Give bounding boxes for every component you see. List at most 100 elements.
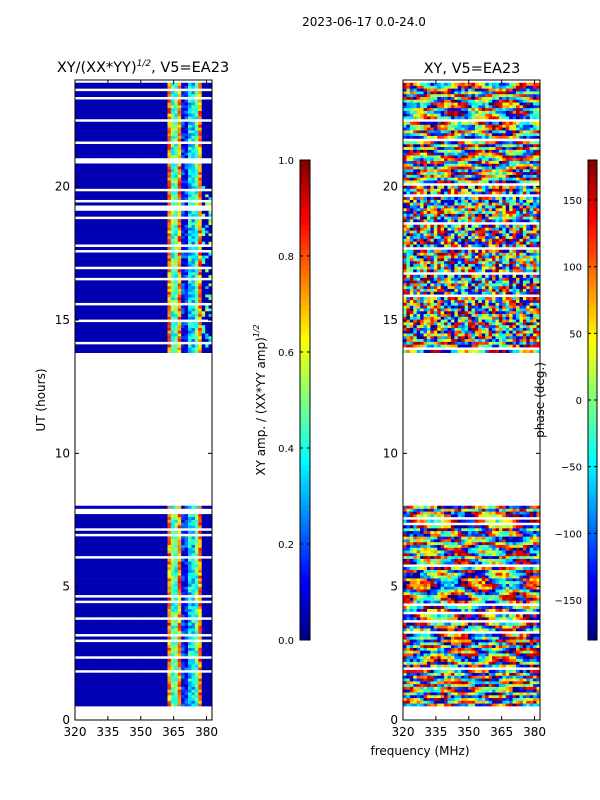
amp-heatmap-cell bbox=[116, 263, 120, 267]
amp-heatmap-cell bbox=[198, 611, 203, 615]
amp-heatmap-cell bbox=[177, 174, 182, 178]
amp-heatmap-cell bbox=[105, 213, 110, 217]
amp-heatmap-cell bbox=[143, 221, 148, 225]
amp-heatmap-cell bbox=[157, 694, 162, 699]
amp-heatmap-cell bbox=[157, 149, 162, 153]
amp-heatmap-cell bbox=[164, 288, 168, 292]
amp-heatmap-cell bbox=[181, 224, 185, 228]
amp-heatmap-cell bbox=[112, 336, 117, 340]
amp-heatmap-cell bbox=[98, 299, 103, 303]
amp-heatmap-cell bbox=[174, 146, 179, 150]
amp-heatmap-cell bbox=[95, 224, 100, 228]
amp-heatmap-cell bbox=[167, 219, 172, 223]
amp-heatmap-cell bbox=[160, 661, 165, 665]
amp-heatmap-cell bbox=[201, 163, 206, 167]
amp-heatmap-cell bbox=[116, 625, 120, 629]
amp-heatmap-cell bbox=[153, 169, 158, 173]
amp-heatmap-cell bbox=[75, 578, 79, 582]
amp-heatmap-cell bbox=[98, 227, 103, 231]
amp-heatmap-cell bbox=[160, 185, 165, 189]
amp-heatmap-cell bbox=[170, 182, 175, 187]
amp-heatmap-cell bbox=[105, 642, 110, 646]
amp-heatmap-cell bbox=[194, 683, 199, 687]
amp-heatmap-cell bbox=[119, 291, 124, 295]
amp-heatmap-cell bbox=[109, 597, 114, 601]
amp-heatmap-cell bbox=[143, 678, 148, 682]
amp-heatmap-cell bbox=[136, 611, 141, 615]
amp-heatmap-cell bbox=[160, 174, 165, 178]
amp-heatmap-cell bbox=[133, 283, 138, 287]
amp-heatmap-cell bbox=[177, 144, 182, 148]
amp-heatmap-cell bbox=[181, 592, 185, 596]
amp-heatmap-cell bbox=[146, 180, 151, 184]
amp-heatmap-cell bbox=[95, 628, 100, 632]
amp-heatmap-cell bbox=[181, 233, 185, 237]
amp-heatmap-cell bbox=[95, 213, 100, 217]
amp-heatmap-cell bbox=[198, 644, 203, 648]
amp-heatmap-cell bbox=[78, 330, 83, 334]
amp-heatmap-cell bbox=[112, 561, 117, 565]
amp-heatmap-cell bbox=[78, 628, 83, 632]
amp-heatmap-cell bbox=[160, 608, 165, 612]
amp-heatmap-cell bbox=[116, 272, 120, 276]
amp-heatmap-cell bbox=[102, 305, 107, 309]
amp-heatmap-cell bbox=[205, 322, 209, 326]
amp-heatmap-cell bbox=[160, 578, 165, 582]
amp-heatmap-cell bbox=[167, 191, 172, 195]
amp-heatmap-cell bbox=[160, 541, 165, 545]
amp-heatmap-cell bbox=[205, 316, 209, 320]
amp-heatmap-cell bbox=[167, 230, 172, 234]
amp-heatmap-cell bbox=[133, 681, 138, 685]
amp-heatmap-cell bbox=[92, 566, 96, 571]
amp-heatmap-cell bbox=[191, 580, 196, 584]
amp-heatmap-cell bbox=[85, 664, 90, 668]
amp-heatmap-row bbox=[75, 519, 213, 523]
amp-heatmap-cell bbox=[88, 166, 93, 170]
amp-heatmap-cell bbox=[191, 675, 196, 679]
amp-heatmap-cell bbox=[126, 238, 131, 242]
amp-heatmap-cell bbox=[146, 305, 151, 309]
amp-heatmap-cell bbox=[109, 580, 114, 584]
amp-heatmap-cell bbox=[129, 327, 134, 331]
amp-heatmap-cell bbox=[133, 182, 138, 187]
amp-heatmap-cell bbox=[153, 260, 158, 264]
amp-heatmap-cell bbox=[184, 194, 189, 198]
amp-heatmap-cell bbox=[184, 536, 189, 540]
amp-heatmap-cell bbox=[188, 578, 192, 582]
amp-heatmap-cell bbox=[102, 283, 107, 287]
amp-heatmap-cell bbox=[88, 519, 93, 523]
amp-heatmap-cell bbox=[92, 246, 96, 251]
amp-heatmap-cell bbox=[136, 138, 141, 142]
amp-heatmap-cell bbox=[208, 614, 213, 618]
amp-heatmap-cell bbox=[208, 171, 213, 175]
amp-heatmap-cell bbox=[181, 316, 185, 320]
amp-heatmap-cell bbox=[116, 541, 120, 545]
amp-heatmap-cell bbox=[170, 241, 175, 245]
amp-heatmap-cell bbox=[129, 586, 134, 590]
amp-heatmap-cell bbox=[105, 224, 110, 228]
amp-heatmap-cell bbox=[102, 297, 107, 301]
amp-heatmap-cell bbox=[174, 678, 179, 682]
amp-heatmap-cell bbox=[198, 636, 203, 640]
amp-heatmap-cell bbox=[129, 152, 134, 156]
amp-heatmap-cell bbox=[201, 182, 206, 187]
amp-heatmap-cell bbox=[157, 564, 162, 568]
amp-heatmap-cell bbox=[85, 667, 90, 671]
amp-heatmap-cell bbox=[191, 558, 196, 562]
amp-heatmap-cell bbox=[129, 146, 134, 150]
amp-heatmap-cell bbox=[160, 522, 165, 526]
amp-heatmap-cell bbox=[81, 347, 86, 351]
amp-heatmap-cell bbox=[170, 297, 175, 301]
amp-heatmap-cell bbox=[75, 152, 79, 156]
amp-heatmap-cell bbox=[157, 653, 162, 657]
amp-heatmap-cell bbox=[170, 324, 175, 328]
amp-heatmap-cell bbox=[146, 539, 151, 543]
amp-heatmap-cell bbox=[174, 155, 179, 159]
amp-heatmap-cell bbox=[92, 647, 96, 651]
amp-heatmap-cell bbox=[177, 692, 182, 696]
amp-heatmap-cell bbox=[208, 169, 213, 173]
amp-heatmap-cell bbox=[188, 675, 192, 679]
amp-heatmap-cell bbox=[88, 539, 93, 543]
amp-heatmap-cell bbox=[81, 235, 86, 239]
amp-heatmap-cell bbox=[133, 589, 138, 593]
